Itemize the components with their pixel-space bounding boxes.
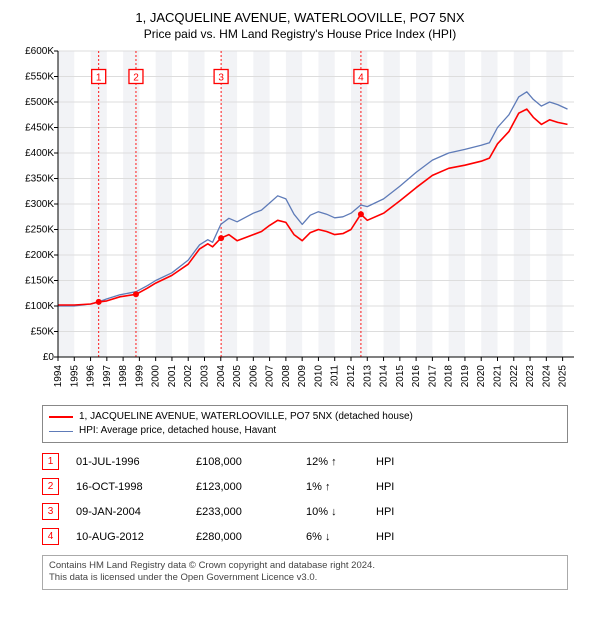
svg-text:£0: £0 [43, 352, 55, 363]
legend-item: 1, JACQUELINE AVENUE, WATERLOOVILLE, PO7… [49, 410, 561, 424]
svg-text:2012: 2012 [346, 365, 357, 388]
transaction-date: 01-JUL-1996 [76, 456, 196, 468]
transaction-date: 16-OCT-1998 [76, 481, 196, 493]
svg-text:2: 2 [133, 73, 139, 84]
transaction-marker: 2 [42, 478, 59, 495]
arrow-down-icon: ↓ [325, 531, 331, 543]
footer-line2: This data is licensed under the Open Gov… [49, 572, 561, 584]
transaction-price: £123,000 [196, 481, 306, 493]
transaction-row: 3 09-JAN-2004£233,00010% ↓HPI [42, 499, 568, 524]
svg-text:£550K: £550K [25, 72, 54, 83]
title-block: 1, JACQUELINE AVENUE, WATERLOOVILLE, PO7… [6, 10, 594, 41]
transaction-suffix: HPI [376, 531, 436, 543]
svg-text:1: 1 [96, 73, 102, 84]
svg-text:2024: 2024 [541, 365, 552, 388]
transaction-marker: 4 [42, 528, 59, 545]
svg-text:2005: 2005 [232, 365, 243, 388]
legend: 1, JACQUELINE AVENUE, WATERLOOVILLE, PO7… [42, 405, 568, 443]
transaction-suffix: HPI [376, 506, 436, 518]
transaction-price: £280,000 [196, 531, 306, 543]
svg-text:2006: 2006 [248, 365, 259, 388]
transaction-pct: 6% ↓ [306, 531, 376, 543]
svg-text:2021: 2021 [492, 365, 503, 388]
svg-text:2018: 2018 [444, 365, 455, 388]
legend-swatch [49, 416, 73, 418]
svg-text:£400K: £400K [25, 148, 54, 159]
svg-text:2014: 2014 [379, 365, 390, 388]
legend-item: HPI: Average price, detached house, Hava… [49, 424, 561, 438]
chart-container: 1, JACQUELINE AVENUE, WATERLOOVILLE, PO7… [0, 0, 600, 596]
svg-text:2010: 2010 [313, 365, 324, 388]
svg-text:2007: 2007 [265, 365, 276, 388]
legend-swatch [49, 431, 73, 432]
transaction-row: 4 10-AUG-2012£280,0006% ↓HPI [42, 524, 568, 549]
title-address: 1, JACQUELINE AVENUE, WATERLOOVILLE, PO7… [6, 10, 594, 25]
svg-text:2002: 2002 [183, 365, 194, 388]
svg-text:1995: 1995 [69, 365, 80, 388]
title-subtitle: Price paid vs. HM Land Registry's House … [6, 27, 594, 41]
svg-text:2000: 2000 [151, 365, 162, 388]
svg-text:£100K: £100K [25, 301, 54, 312]
svg-text:2008: 2008 [281, 365, 292, 388]
transaction-date: 09-JAN-2004 [76, 506, 196, 518]
svg-text:2011: 2011 [330, 365, 341, 387]
svg-text:£50K: £50K [31, 327, 55, 338]
arrow-up-icon: ↑ [331, 456, 337, 468]
svg-text:1998: 1998 [118, 365, 129, 388]
svg-text:£200K: £200K [25, 250, 54, 261]
svg-text:£450K: £450K [25, 123, 54, 134]
svg-text:2022: 2022 [509, 365, 520, 388]
svg-text:1994: 1994 [53, 365, 64, 388]
svg-text:2013: 2013 [362, 365, 373, 388]
svg-text:2025: 2025 [558, 365, 569, 388]
transaction-suffix: HPI [376, 481, 436, 493]
transactions-table: 101-JUL-1996£108,00012% ↑HPI216-OCT-1998… [42, 449, 568, 549]
svg-text:4: 4 [358, 73, 364, 84]
legend-label: HPI: Average price, detached house, Hava… [79, 424, 276, 438]
svg-text:2009: 2009 [297, 365, 308, 388]
transaction-row: 1 01-JUL-1996£108,00012% ↑HPI [42, 449, 568, 474]
legend-label: 1, JACQUELINE AVENUE, WATERLOOVILLE, PO7… [79, 410, 413, 424]
svg-text:2001: 2001 [167, 365, 178, 388]
svg-text:£300K: £300K [25, 199, 54, 210]
transaction-marker: 1 [42, 453, 59, 470]
transaction-pct: 1% ↑ [306, 481, 376, 493]
chart-svg: £0 £50K £100K £150K £200K £250K £300K £350K £400… [12, 47, 597, 399]
svg-text:2015: 2015 [395, 365, 406, 388]
footer-line1: Contains HM Land Registry data © Crown c… [49, 560, 561, 572]
transaction-price: £108,000 [196, 456, 306, 468]
svg-text:£250K: £250K [25, 225, 54, 236]
svg-text:1997: 1997 [102, 365, 113, 388]
transaction-pct: 10% ↓ [306, 506, 376, 518]
svg-text:2019: 2019 [460, 365, 471, 388]
footer-licence: Contains HM Land Registry data © Crown c… [42, 555, 568, 590]
svg-text:£600K: £600K [25, 47, 54, 57]
transaction-row: 2 16-OCT-1998£123,0001% ↑HPI [42, 474, 568, 499]
arrow-down-icon: ↓ [331, 506, 337, 518]
svg-text:2020: 2020 [476, 365, 487, 388]
transaction-date: 10-AUG-2012 [76, 531, 196, 543]
svg-text:£500K: £500K [25, 97, 54, 108]
transaction-pct: 12% ↑ [306, 456, 376, 468]
svg-text:1999: 1999 [134, 365, 145, 388]
arrow-up-icon: ↑ [325, 481, 331, 493]
svg-text:3: 3 [218, 73, 224, 84]
svg-text:2016: 2016 [411, 365, 422, 388]
svg-text:£150K: £150K [25, 276, 54, 287]
svg-text:1996: 1996 [86, 365, 97, 388]
svg-text:£350K: £350K [25, 174, 54, 185]
chart-plot: £0 £50K £100K £150K £200K £250K £300K £350K £400… [12, 47, 588, 399]
svg-text:2003: 2003 [199, 365, 210, 388]
transaction-suffix: HPI [376, 456, 436, 468]
transaction-marker: 3 [42, 503, 59, 520]
transaction-price: £233,000 [196, 506, 306, 518]
svg-text:2017: 2017 [427, 365, 438, 388]
svg-text:2004: 2004 [216, 365, 227, 388]
svg-text:2023: 2023 [525, 365, 536, 388]
